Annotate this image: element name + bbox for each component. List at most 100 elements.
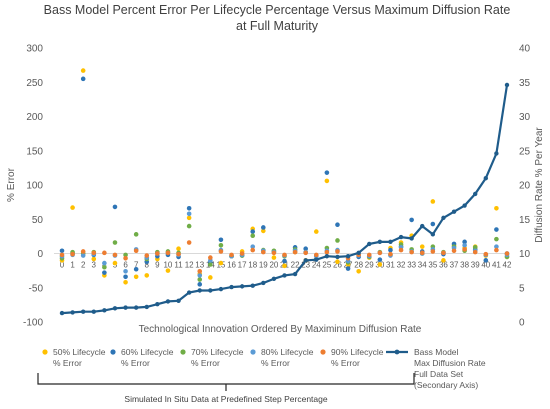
scatter-point-series-4	[494, 244, 499, 249]
scatter-point-series-5	[144, 253, 150, 258]
scatter-point-series-5	[388, 251, 393, 257]
diffusion-rate-point	[165, 299, 171, 304]
x-tick-label: 25	[322, 261, 331, 270]
x-axis-label: Technological Innovation Ordered By Maxi…	[139, 324, 422, 335]
diffusion-rate-point	[377, 239, 383, 245]
legend-bracket	[37, 373, 415, 391]
y2-tick-label: 40	[519, 44, 531, 55]
scatter-point-series-2	[250, 229, 256, 234]
x-tick-label: 6	[123, 261, 128, 270]
scatter-point-series-2	[494, 227, 499, 232]
scatter-point-series-5	[441, 250, 446, 256]
scatter-point-series-2	[345, 266, 351, 271]
x-tick-label: 12	[185, 261, 194, 270]
diffusion-rate-point	[250, 283, 255, 288]
x-tick-label: 33	[407, 261, 416, 270]
scatter-point-series-5	[292, 249, 298, 255]
legend-marker	[180, 349, 186, 355]
scatter-point-series-5	[430, 249, 436, 254]
diffusion-rate-point	[303, 258, 308, 263]
diffusion-rate-point	[409, 236, 414, 241]
scatter-point-series-2	[218, 237, 224, 243]
x-tick-label: 38	[460, 261, 469, 270]
y-tick-label: 150	[26, 146, 43, 157]
diffusion-rate-point	[133, 305, 139, 310]
x-tick-label: 26	[333, 261, 342, 270]
scatter-point-series-2	[282, 258, 287, 264]
scatter-point-series-3	[197, 277, 203, 282]
scatter-point-series-1	[261, 228, 266, 234]
x-tick-label: 2	[81, 261, 86, 270]
scatter-point-series-2	[409, 217, 414, 223]
scatter-point-series-5	[102, 250, 107, 256]
scatter-point-series-5	[472, 249, 478, 255]
scatter-point-series-1	[176, 246, 181, 252]
legend-item-3: 70% Lifecycle% Error	[180, 347, 244, 368]
x-tick-label: 42	[503, 261, 512, 270]
scatter-point-series-5	[155, 251, 160, 256]
legend-label: 60% Lifecycle	[121, 347, 174, 357]
legend-label: Full Data Set	[414, 369, 464, 379]
scatter-point-series-1	[377, 262, 383, 267]
y2-tick-label: 30	[519, 112, 531, 123]
scatter-point-series-2	[324, 170, 330, 175]
scatter-point-series-5	[504, 251, 510, 256]
y-tick-label: 50	[32, 215, 44, 226]
diffusion-rate-point	[218, 286, 224, 292]
scatter-point-series-3	[112, 240, 118, 245]
x-tick-label: 20	[269, 261, 278, 270]
scatter-point-series-1	[133, 274, 139, 280]
legend-label: 90% Lifecycle	[331, 347, 384, 357]
scatter-point-series-5	[70, 251, 75, 257]
scatter-point-series-4	[250, 244, 256, 249]
legend-item-2: 60% Lifecycle% Error	[110, 347, 174, 368]
diffusion-rate-point	[483, 175, 489, 181]
scatter-point-series-5	[282, 252, 287, 258]
diffusion-rate-point	[186, 290, 192, 295]
x-tick-label: 39	[471, 261, 480, 270]
scatter-point-series-5	[186, 240, 192, 245]
scatter-point-series-1	[123, 279, 128, 285]
scatter-point-series-2	[430, 221, 436, 227]
y2-tick-label: 0	[519, 318, 525, 329]
scatter-point-series-1	[282, 263, 287, 269]
scatter-point-series-5	[271, 250, 277, 256]
scatter-point-series-2	[377, 257, 383, 262]
x-tick-label: 1	[70, 261, 75, 270]
diffusion-rate-point	[261, 280, 266, 286]
y2-tick-label: 15	[519, 215, 531, 226]
legend-label: % Error	[121, 358, 150, 368]
scatter-point-series-1	[271, 255, 277, 260]
scatter-point-series-4	[462, 242, 467, 248]
x-tick-label: 36	[439, 261, 448, 270]
scatter-point-series-5	[239, 251, 245, 256]
x-tick-label: 40	[481, 261, 490, 270]
scatter-point-series-5	[229, 252, 234, 258]
legend-label: % Error	[331, 358, 360, 368]
x-tick-label: 19	[259, 261, 268, 270]
legend-label: Bass Model	[414, 347, 459, 357]
scatter-point-series-1	[324, 178, 330, 184]
scatter-point-series-5	[303, 250, 308, 256]
scatter-point-series-3	[123, 252, 128, 258]
chart-title-line-1: Bass Model Percent Error Per Lifecycle P…	[44, 3, 511, 17]
x-tick-label: 22	[291, 261, 300, 270]
scatter-point-series-2	[303, 246, 308, 252]
scatter-point-series-5	[398, 247, 404, 253]
scatter-point-series-1	[70, 205, 75, 210]
y2-axis-ticks: 0 5 10 15 20 25 30 35 40	[519, 44, 531, 329]
diffusion-rate-point	[155, 301, 160, 307]
diffusion-rate-point	[197, 288, 202, 293]
y-tick-label: 0	[37, 249, 43, 260]
scatter-point-series-1	[91, 256, 97, 262]
scatter-point-series-5	[366, 252, 372, 258]
legend-marker	[110, 349, 116, 355]
scatter-point-series-5	[494, 247, 499, 253]
legend-item-1: 50% Lifecycle% Error	[42, 347, 106, 368]
diffusion-rate-point	[123, 305, 128, 310]
legend-marker	[320, 349, 326, 355]
y2-axis-label: Diffusion Rate % Per Year	[534, 127, 545, 243]
scatter-point-series-1	[441, 258, 446, 263]
x-tick-label: 16	[227, 261, 236, 270]
